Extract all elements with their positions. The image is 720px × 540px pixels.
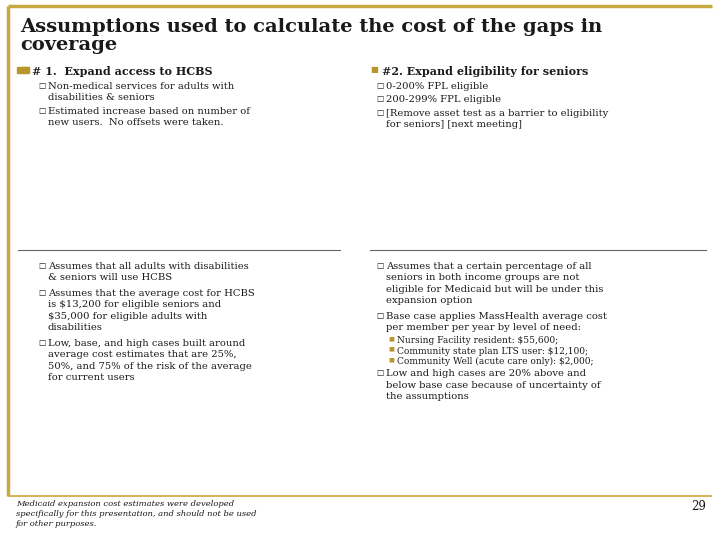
Text: Base case applies MassHealth average cost
per member per year by level of need:: Base case applies MassHealth average cos…: [386, 312, 607, 333]
Text: Nursing Facility resident: $55,600;: Nursing Facility resident: $55,600;: [397, 336, 558, 345]
Text: ■: ■: [370, 66, 378, 74]
Text: Low and high cases are 20% above and
below base case because of uncertainty of
t: Low and high cases are 20% above and bel…: [386, 369, 600, 401]
Text: #2. Expand eligibility for seniors: #2. Expand eligibility for seniors: [382, 66, 588, 77]
Text: □: □: [376, 262, 383, 270]
Text: □: □: [376, 109, 383, 117]
Text: □: □: [38, 289, 45, 297]
Text: Medicaid expansion cost estimates were developed
specifically for this presentat: Medicaid expansion cost estimates were d…: [16, 500, 256, 528]
Text: □: □: [38, 262, 45, 270]
Text: Assumes that a certain percentage of all
seniors in both income groups are not
e: Assumes that a certain percentage of all…: [386, 262, 603, 305]
Text: □: □: [38, 107, 45, 115]
Text: ■: ■: [388, 357, 394, 362]
Text: 200-299% FPL eligible: 200-299% FPL eligible: [386, 96, 501, 105]
Text: □: □: [38, 82, 45, 90]
Text: # 1.  Expand access to HCBS: # 1. Expand access to HCBS: [32, 66, 212, 77]
Text: ■: ■: [388, 347, 394, 352]
Text: Assumptions used to calculate the cost of the gaps in: Assumptions used to calculate the cost o…: [20, 18, 602, 36]
Text: Non-medical services for adults with
disabilities & seniors: Non-medical services for adults with dis…: [48, 82, 234, 103]
Text: □: □: [38, 339, 45, 347]
Text: □: □: [376, 96, 383, 104]
Text: Assumes that the average cost for HCBS
is $13,200 for eligible seniors and
$35,0: Assumes that the average cost for HCBS i…: [48, 289, 255, 332]
Text: □: □: [376, 312, 383, 320]
Text: ■: ■: [388, 336, 394, 341]
Text: 0-200% FPL eligible: 0-200% FPL eligible: [386, 82, 488, 91]
Text: □: □: [376, 82, 383, 90]
Text: coverage: coverage: [20, 36, 117, 54]
Text: [Remove asset test as a barrier to eligibility
for seniors] [next meeting]: [Remove asset test as a barrier to eligi…: [386, 109, 608, 130]
Text: Low, base, and high cases built around
average cost estimates that are 25%,
50%,: Low, base, and high cases built around a…: [48, 339, 252, 382]
Text: ■: ■: [20, 66, 28, 74]
Text: Community state plan LTS user: $12,100;: Community state plan LTS user: $12,100;: [397, 347, 588, 355]
Text: □: □: [376, 369, 383, 377]
Text: 29: 29: [691, 500, 706, 513]
Text: Assumes that all adults with disabilities
& seniors will use HCBS: Assumes that all adults with disabilitie…: [48, 262, 248, 282]
Text: Community Well (acute care only): $2,000;: Community Well (acute care only): $2,000…: [397, 357, 593, 366]
Text: Estimated increase based on number of
new users.  No offsets were taken.: Estimated increase based on number of ne…: [48, 107, 250, 127]
